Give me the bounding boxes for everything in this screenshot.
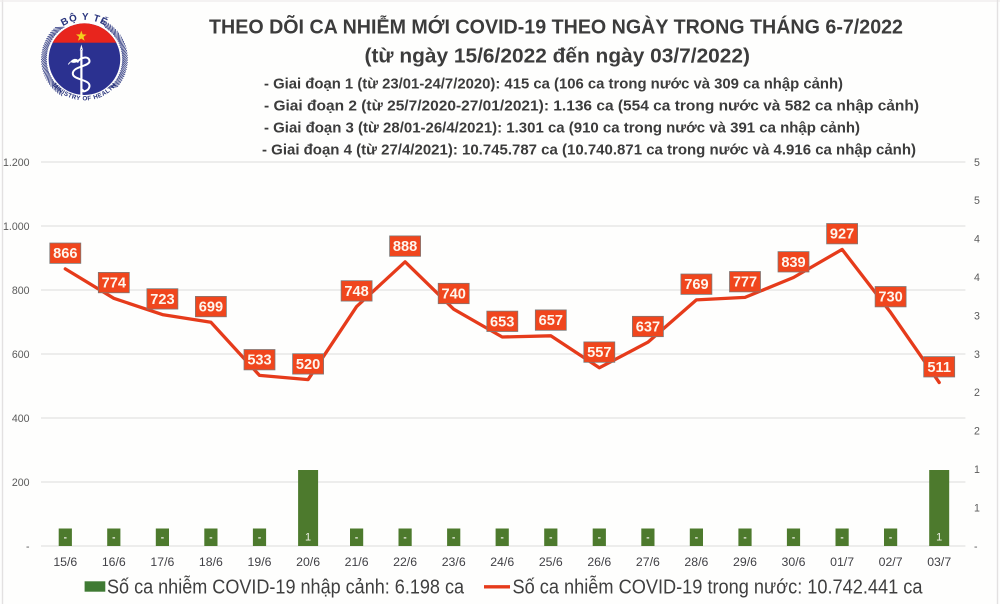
svg-text:-: - <box>840 533 843 544</box>
svg-text:723: 723 <box>150 292 174 308</box>
svg-text:-: - <box>161 533 164 544</box>
svg-text:1: 1 <box>936 532 942 544</box>
svg-text:Số ca nhiễm COVID-19 nhập cảnh: Số ca nhiễm COVID-19 nhập cảnh: 6.198 ca <box>107 576 465 599</box>
svg-text:27/6: 27/6 <box>636 555 660 569</box>
svg-text:4: 4 <box>974 272 980 284</box>
svg-text:866: 866 <box>53 246 77 262</box>
svg-text:2: 2 <box>974 426 980 438</box>
svg-text:-: - <box>598 533 601 544</box>
svg-text:-: - <box>549 533 552 544</box>
svg-text:2: 2 <box>974 387 980 399</box>
svg-text:1.000: 1.000 <box>3 221 30 233</box>
svg-text:-: - <box>355 533 358 544</box>
svg-text:637: 637 <box>636 320 660 336</box>
svg-text:21/6: 21/6 <box>345 555 369 569</box>
svg-text:02/7: 02/7 <box>879 555 903 569</box>
svg-text:1: 1 <box>305 532 311 544</box>
svg-text:03/7: 03/7 <box>927 555 951 569</box>
svg-text:-: - <box>452 533 455 544</box>
svg-text:777: 777 <box>733 275 757 291</box>
svg-text:3: 3 <box>974 310 980 322</box>
svg-text:511: 511 <box>927 360 951 376</box>
svg-text:5: 5 <box>974 195 980 207</box>
svg-text:740: 740 <box>442 287 466 303</box>
svg-text:730: 730 <box>878 290 902 306</box>
svg-text:653: 653 <box>490 314 514 330</box>
svg-text:25/6: 25/6 <box>539 555 563 569</box>
svg-text:5: 5 <box>974 157 980 169</box>
svg-text:1: 1 <box>974 502 980 514</box>
svg-text:839: 839 <box>781 255 805 271</box>
svg-text:BỘ Y TẾ: BỘ Y TẾ <box>59 11 109 28</box>
svg-text:15/6: 15/6 <box>53 555 77 569</box>
svg-text:- Giai đoạn 3 (từ 28/01-26/4/2: - Giai đoạn 3 (từ 28/01-26/4/2021): 1.30… <box>264 119 860 136</box>
svg-text:16/6: 16/6 <box>102 555 126 569</box>
svg-text:17/6: 17/6 <box>150 555 174 569</box>
svg-text:-: - <box>258 533 261 544</box>
svg-text:-: - <box>889 533 892 544</box>
svg-text:1: 1 <box>974 464 980 476</box>
svg-text:18/6: 18/6 <box>199 555 223 569</box>
svg-text:657: 657 <box>539 313 563 329</box>
svg-text:26/6: 26/6 <box>587 555 611 569</box>
svg-text:24/6: 24/6 <box>490 555 514 569</box>
svg-text:19/6: 19/6 <box>248 555 272 569</box>
svg-text:800: 800 <box>12 285 30 297</box>
svg-text:-: - <box>743 533 746 544</box>
svg-text:1.200: 1.200 <box>3 157 30 169</box>
svg-text:THEO DÕI CA NHIỄM MỚI COVID-19: THEO DÕI CA NHIỄM MỚI COVID-19 THEO NGÀY… <box>209 15 903 39</box>
svg-text:520: 520 <box>296 357 320 373</box>
svg-text:01/7: 01/7 <box>830 555 854 569</box>
svg-text:30/6: 30/6 <box>782 555 806 569</box>
svg-text:20/6: 20/6 <box>296 555 320 569</box>
svg-text:23/6: 23/6 <box>442 555 466 569</box>
svg-text:927: 927 <box>830 227 854 243</box>
svg-text:-: - <box>26 541 30 553</box>
svg-text:(từ ngày 15/6/2022 đến ngày 03: (từ ngày 15/6/2022 đến ngày 03/7/2022) <box>365 45 751 67</box>
svg-text:-: - <box>112 533 115 544</box>
svg-text:- Giai đoạn 1 (từ 23/01-24/7/2: - Giai đoạn 1 (từ 23/01-24/7/2020): 415 … <box>264 75 843 92</box>
svg-text:4: 4 <box>974 234 980 246</box>
svg-text:28/6: 28/6 <box>684 555 708 569</box>
svg-text:Số ca nhiễm COVID-19 trong nướ: Số ca nhiễm COVID-19 trong nước: 10.742.… <box>513 576 924 599</box>
svg-text:22/6: 22/6 <box>393 555 417 569</box>
svg-text:-: - <box>792 533 795 544</box>
svg-text:748: 748 <box>344 284 368 300</box>
svg-text:888: 888 <box>393 239 417 255</box>
svg-text:533: 533 <box>247 353 271 369</box>
svg-text:600: 600 <box>12 349 30 361</box>
svg-text:-: - <box>403 533 406 544</box>
svg-text:- Giai đoạn 4 (từ 27/4/2021):: - Giai đoạn 4 (từ 27/4/2021): 10.745.787… <box>262 141 916 158</box>
svg-text:29/6: 29/6 <box>733 555 757 569</box>
svg-text:-: - <box>501 533 504 544</box>
svg-text:3: 3 <box>974 349 980 361</box>
svg-text:-: - <box>695 533 698 544</box>
svg-text:400: 400 <box>12 413 30 425</box>
svg-text:-: - <box>64 533 67 544</box>
svg-text:200: 200 <box>12 477 30 489</box>
svg-text:774: 774 <box>102 276 127 292</box>
svg-text:699: 699 <box>199 300 223 316</box>
svg-text:557: 557 <box>587 345 611 361</box>
svg-text:- Giai đoạn 2 (từ 25/7/2020-27: - Giai đoạn 2 (từ 25/7/2020-27/01/2021):… <box>264 97 919 114</box>
svg-text:769: 769 <box>684 277 708 293</box>
svg-text:-: - <box>974 541 978 553</box>
svg-text:-: - <box>209 533 212 544</box>
svg-text:-: - <box>646 533 649 544</box>
